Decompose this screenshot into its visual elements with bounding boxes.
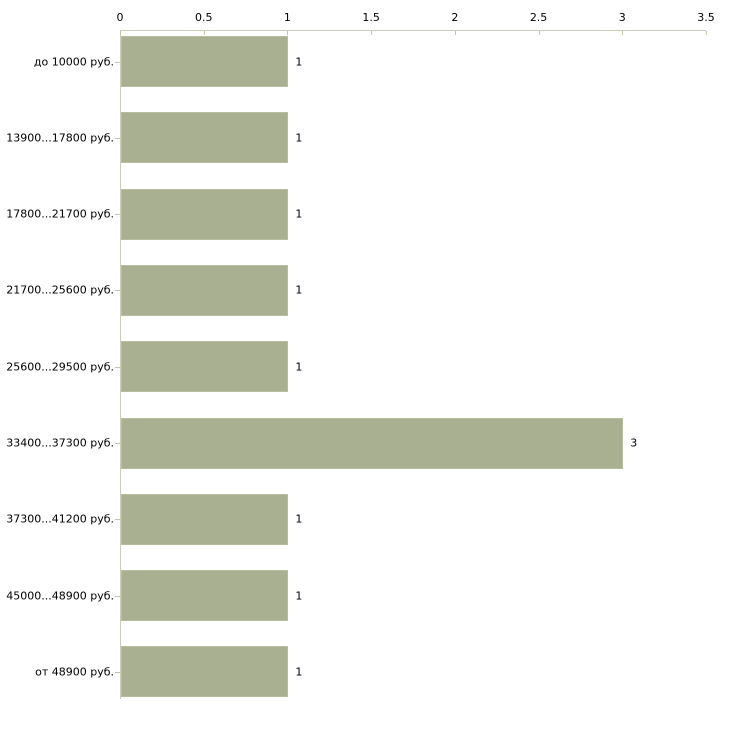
category-label: 45000...48900 руб. (6, 589, 114, 603)
category-label: от 48900 руб. (35, 665, 114, 679)
bar (121, 112, 289, 164)
x-tick-mark (120, 31, 121, 35)
y-axis-line (120, 30, 121, 699)
value-label: 1 (295, 665, 303, 679)
x-tick-mark (622, 31, 624, 35)
x-tick-mark (454, 31, 456, 35)
category-label: 37300...41200 руб. (6, 512, 114, 526)
x-tick-mark (371, 31, 373, 35)
bar (121, 36, 289, 87)
x-tick-label: 2 (451, 11, 459, 24)
category-label: 25600...29500 руб. (6, 360, 114, 374)
x-tick-label: 1 (283, 11, 291, 24)
category-label: 17800...21700 руб. (6, 207, 114, 221)
bar (121, 417, 624, 469)
x-tick-label: 0.5 (194, 11, 213, 24)
bar (121, 493, 289, 545)
category-label: до 10000 руб. (33, 55, 114, 68)
y-tick-mark (115, 595, 120, 597)
x-tick-mark (538, 31, 540, 35)
x-tick-label: 3.5 (697, 11, 715, 24)
category-label: 13900...17800 руб. (6, 131, 114, 145)
bar (121, 341, 289, 393)
value-label: 1 (295, 589, 303, 603)
bar (121, 646, 289, 698)
value-label: 1 (295, 512, 303, 526)
y-tick-mark (115, 671, 120, 673)
y-tick-mark (115, 290, 120, 292)
value-label: 1 (295, 131, 303, 145)
x-tick-label: 3 (618, 11, 626, 24)
value-label: 3 (630, 436, 638, 450)
y-tick-mark (115, 519, 120, 521)
x-tick-mark (203, 31, 205, 35)
value-label: 1 (295, 360, 303, 374)
bar (121, 570, 289, 622)
bar (121, 188, 289, 240)
x-tick-label: 1.5 (362, 11, 380, 24)
category-label: 21700...25600 руб. (6, 283, 114, 297)
x-tick-mark (287, 31, 289, 35)
value-label: 1 (295, 283, 303, 297)
x-tick-mark (706, 31, 707, 35)
y-tick-mark (115, 214, 120, 216)
value-label: 1 (295, 55, 303, 68)
x-tick-label: 2.5 (529, 11, 548, 24)
y-tick-mark (115, 443, 120, 444)
y-tick-mark (115, 61, 120, 63)
y-tick-mark (115, 366, 120, 368)
x-tick-label: 0 (116, 11, 124, 24)
value-label: 1 (295, 207, 303, 221)
category-label: 33400...37300 руб. (6, 436, 114, 450)
y-tick-mark (115, 137, 120, 139)
x-axis-line (120, 30, 706, 31)
bar (121, 264, 289, 316)
